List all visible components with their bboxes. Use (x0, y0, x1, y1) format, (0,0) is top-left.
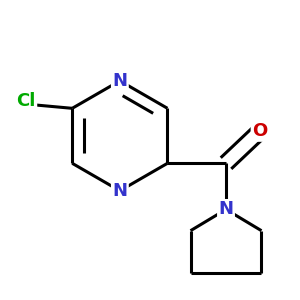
Text: N: N (112, 72, 127, 90)
Text: N: N (218, 200, 233, 218)
Text: O: O (252, 122, 267, 140)
Text: N: N (112, 182, 127, 200)
Text: Cl: Cl (16, 92, 36, 110)
